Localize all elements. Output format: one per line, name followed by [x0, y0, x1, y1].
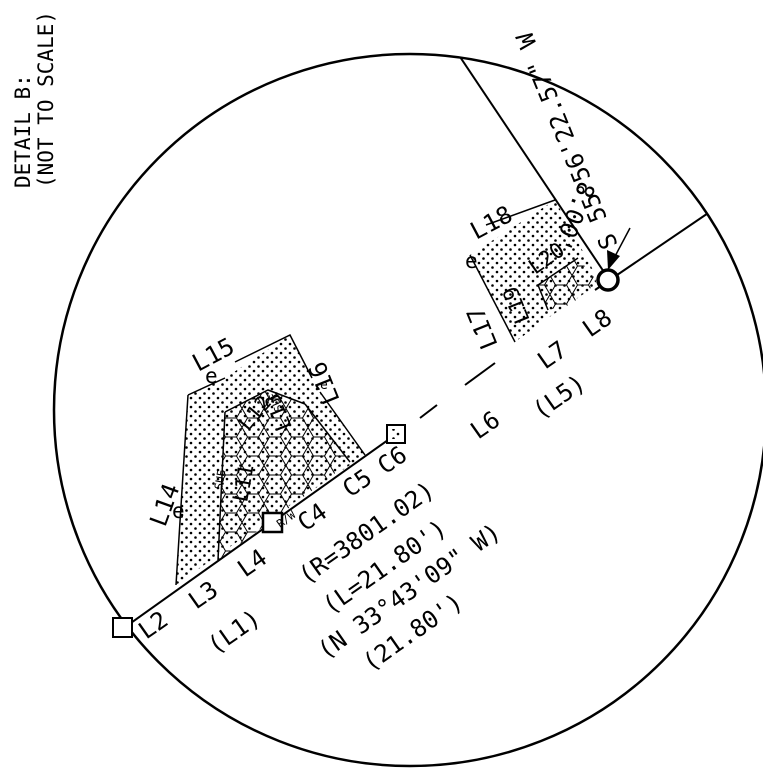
label-l8: L8	[577, 303, 617, 343]
label-l5: (L5)	[527, 369, 590, 425]
label-e-l17: e	[465, 249, 478, 273]
dotted-area-right	[470, 200, 597, 342]
l19-line	[537, 284, 549, 311]
label-e-l14: e	[172, 499, 185, 523]
monument-square-sw	[112, 617, 133, 638]
hex-area-left	[218, 390, 350, 560]
l11-line	[217, 411, 226, 561]
rw-line-dash1	[419, 404, 438, 419]
label-l7: L7	[532, 335, 572, 375]
label-l6: L6	[465, 405, 505, 445]
monument-square-mid	[261, 511, 284, 534]
l20-line	[537, 257, 579, 286]
detail-title-line1: DETAIL B:	[11, 74, 35, 188]
label-l4: L4	[232, 543, 272, 583]
l12-line	[224, 389, 306, 413]
l13-line	[304, 403, 351, 463]
hex-area-right	[538, 258, 598, 310]
arrow-head	[607, 250, 620, 270]
monument-circle	[596, 268, 620, 292]
l15-upper-line	[234, 334, 313, 379]
label-e-l15: e	[205, 364, 218, 388]
l16-line	[319, 391, 366, 456]
rw-line-dash2	[464, 362, 496, 386]
label-sue-left: SUE	[212, 469, 228, 491]
l18-line	[485, 199, 556, 226]
label-l17: L17	[461, 303, 503, 354]
label-l2: L2	[133, 605, 173, 645]
l15-line	[187, 377, 226, 396]
rw-line-lower	[99, 434, 396, 646]
label-l1: (L1)	[202, 604, 265, 660]
detail-circle	[52, 52, 763, 768]
detail-title-line2: (NOT TO SCALE)	[34, 11, 58, 188]
l17-line	[469, 254, 516, 343]
label-e-l16: e	[320, 378, 328, 393]
l14-line	[175, 394, 189, 586]
monument-square-ne-inner	[391, 429, 401, 439]
